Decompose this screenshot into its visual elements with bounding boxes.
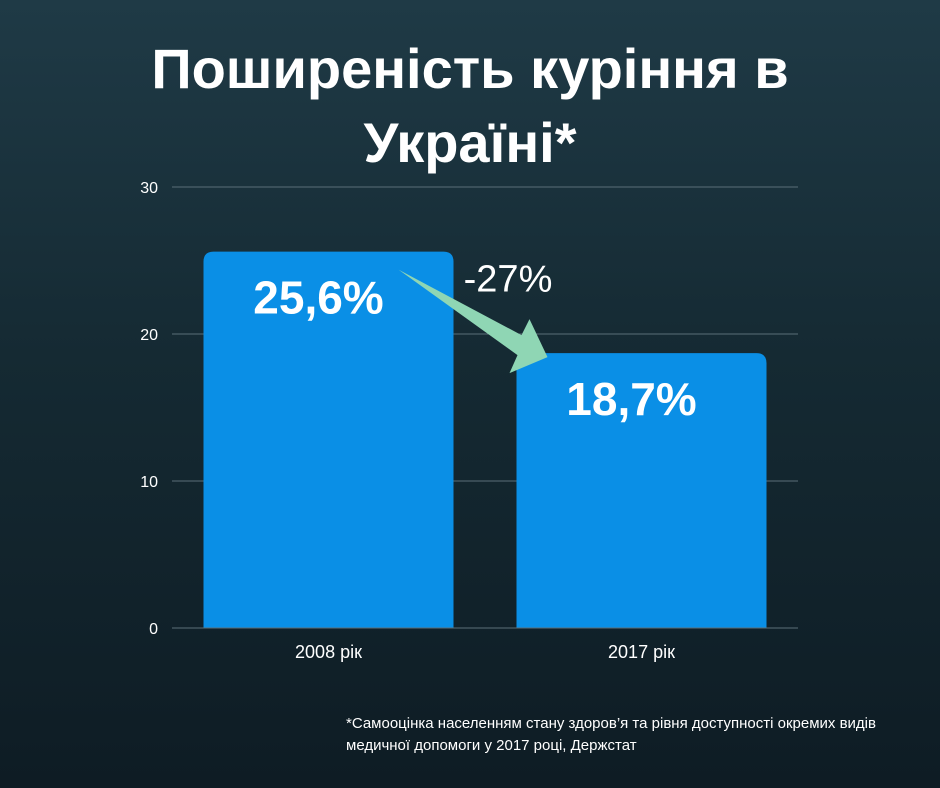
change-annotation: -27% [464,259,553,301]
y-tick-label-20: 20 [140,327,158,344]
chart-title: Поширеність куріння в Україні* [0,32,940,180]
footnote: *Самооцінка населенням стану здоров’я та… [346,713,926,757]
data-label-1: 18,7% [566,373,696,425]
data-label-0: 25,6% [253,272,383,324]
y-tick-label-10: 10 [140,474,158,491]
footnote-line-1: *Самооцінка населенням стану здоров’я та… [346,715,876,732]
change-arrow-icon [398,269,548,374]
y-tick-label-30: 30 [140,180,158,197]
bar-0 [203,251,454,628]
x-tick-label-1: 2017 рік [608,642,675,662]
footnote-line-2: медичної допомоги у 2017 році, Держстат [346,737,637,754]
x-tick-label-0: 2008 рік [295,642,362,662]
chart-title-line-2: Україні* [363,111,577,174]
chart-title-line-1: Поширеність куріння в [151,37,789,100]
bar-1 [516,353,767,628]
y-tick-label-0: 0 [149,621,158,638]
